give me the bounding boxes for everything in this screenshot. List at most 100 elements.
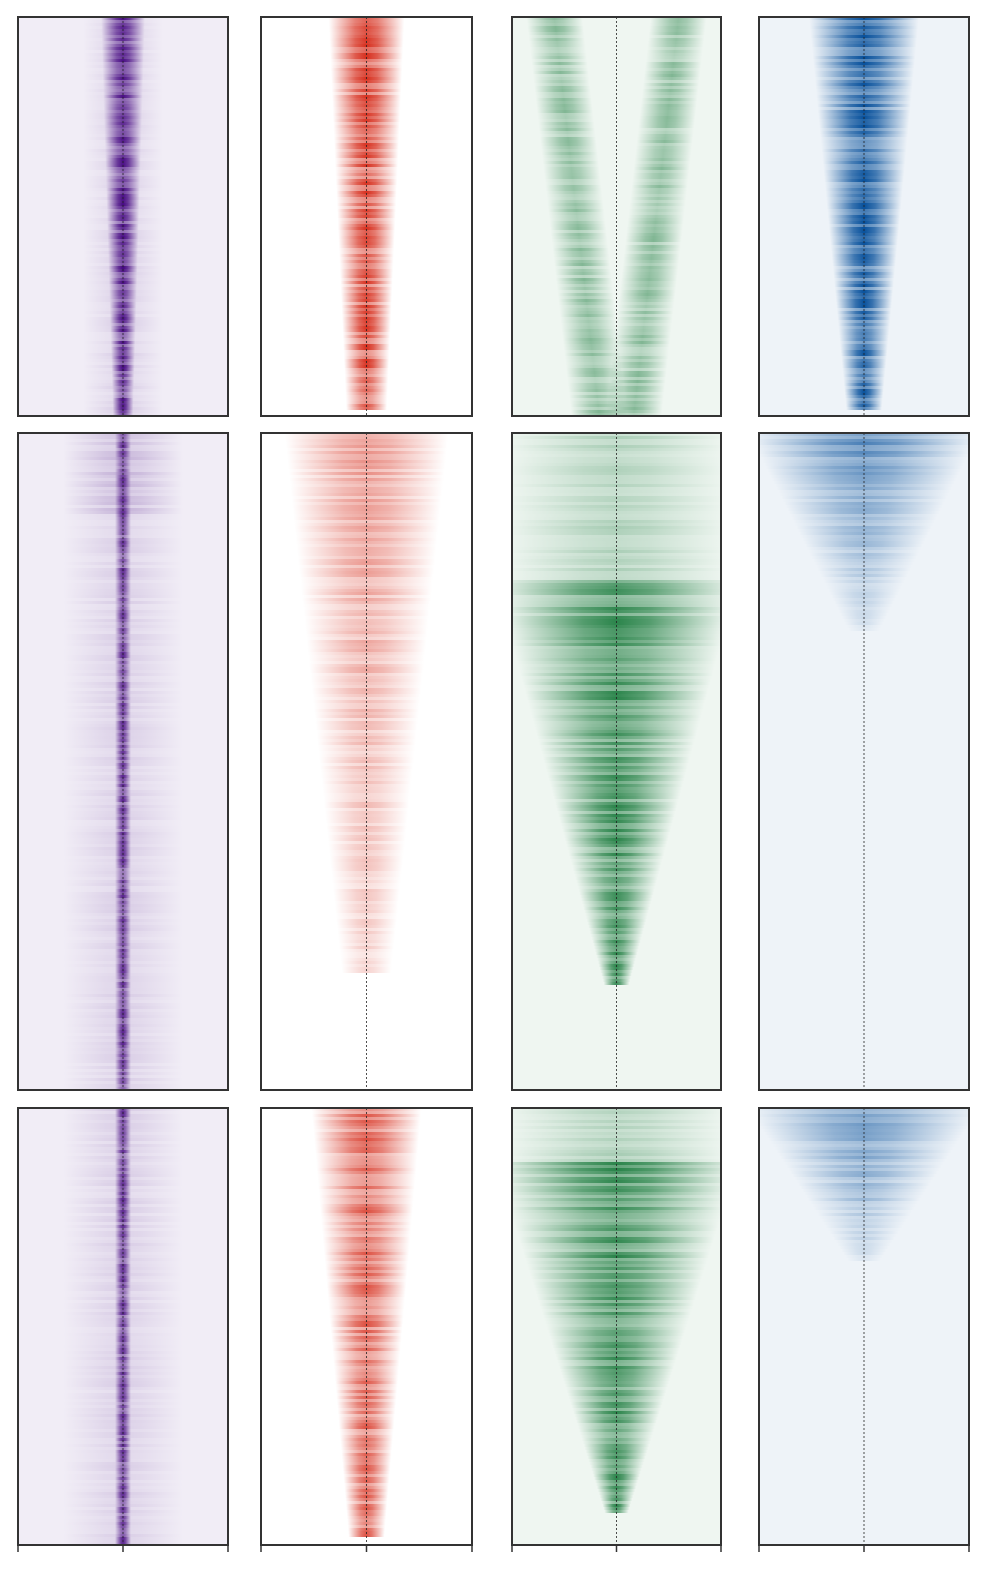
heatmap-row [108,266,138,269]
heatmap-row [314,715,419,718]
heatmap-row [604,1510,629,1513]
heatmap-row [326,1282,407,1285]
heatmap-row [312,1117,421,1120]
heatmap-row [543,167,600,170]
heatmap-row [512,1198,721,1201]
heatmap-row [512,487,721,490]
heatmap-row [593,1474,640,1477]
heatmap-row [512,442,721,445]
heatmap-row [631,188,688,191]
heatmap-row [331,74,402,77]
heatmap-row [332,110,401,113]
heatmap-row [546,194,603,197]
heatmap-row [115,1318,131,1321]
heatmap-row [611,362,668,365]
heatmap-row [115,898,131,901]
heatmap-row [322,1237,411,1240]
panel-border [17,16,229,417]
heatmap-row [332,98,401,101]
heatmap-row [115,1114,131,1117]
heatmap-row [833,1237,895,1240]
heatmap-row [512,1189,721,1192]
heatmap-row [814,562,914,565]
heatmap-row [115,1486,131,1489]
heatmap-row [536,1294,697,1297]
heatmap-row [825,191,903,194]
heatmap-row [612,356,669,359]
heatmap-row [115,670,131,673]
heatmap-row [544,173,601,176]
heatmap-row [103,98,143,101]
heatmap-row [115,715,131,718]
heatmap-row [647,47,704,50]
heatmap-row [610,368,667,371]
heatmap-row [564,838,669,841]
heatmap-row [512,1177,721,1180]
heatmap-row [553,254,610,257]
heatmap-row [633,167,690,170]
heatmap-row [619,296,676,299]
heatmap-row [540,140,597,143]
heatmap-row [512,1165,721,1168]
heatmap-row [802,538,926,541]
heatmap-row [329,1318,404,1321]
heatmap-row [553,260,610,263]
heatmap-row [548,212,605,215]
heatmap-row [812,559,916,562]
heatmap-row [115,454,131,457]
heatmap-row [512,1186,721,1189]
heatmap-row [537,1297,696,1300]
heatmap-row [115,526,131,529]
heatmap-row [602,979,631,982]
heatmap-row [838,326,890,329]
heatmap-row [102,74,144,77]
heatmap-row [344,371,389,374]
heatmap-row [289,478,444,481]
heatmap-row [531,715,702,718]
heatmap-row [642,89,699,92]
heatmap-row [115,1333,131,1336]
heatmap-row [546,191,603,194]
heatmap-row [512,1213,721,1216]
heatmap-row [646,50,703,53]
heatmap-row [576,883,657,886]
heatmap-row [324,1261,409,1264]
heatmap-row [102,59,144,62]
heatmap-row [629,200,686,203]
heatmap-row [330,71,403,74]
heatmap-row [638,122,695,125]
panel-border [758,432,970,1091]
heatmap-row [335,167,398,170]
heatmap-row [641,98,698,101]
heatmap-row [344,1489,389,1492]
heatmap-row [644,68,701,71]
heatmap-row [115,631,131,634]
heatmap-row [115,742,131,745]
heatmap-row [836,302,892,305]
heatmap-row [327,1297,406,1300]
heatmap-row [287,463,446,466]
heatmap-row [111,371,135,374]
heatmap-row [115,970,131,973]
heatmap-row [115,1465,131,1468]
heatmap-row [512,478,721,481]
heatmap-row [556,287,613,290]
heatmap-row [107,242,139,245]
heatmap-row [321,778,412,781]
heatmap-row [544,1318,689,1321]
heatmap-row [318,1189,415,1192]
heatmap-row [115,1414,131,1417]
heatmap-row [334,1369,399,1372]
heatmap-row [559,314,616,317]
heatmap-row [115,1201,131,1204]
heatmap-row [102,62,144,65]
heatmap-panel [758,16,970,417]
heatmap-row [115,682,131,685]
heatmap-row [115,1066,131,1069]
heatmap-row [115,1438,131,1441]
heatmap-row [329,859,404,862]
heatmap-row [340,955,393,958]
heatmap-row [115,1390,131,1393]
heatmap-row [794,1177,934,1180]
heatmap-row [115,586,131,589]
